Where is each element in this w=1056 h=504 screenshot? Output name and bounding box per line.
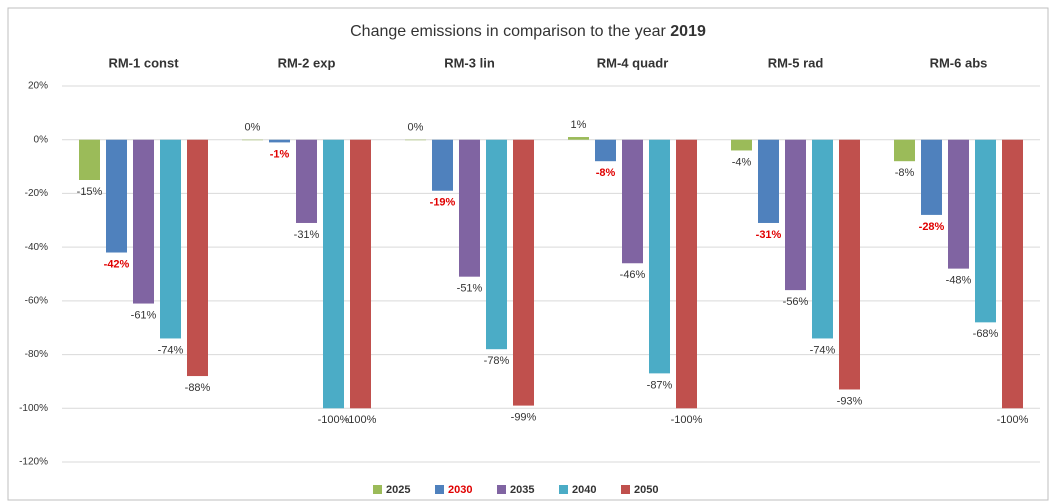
y-tick-label: 20% [28,81,48,92]
bar [812,139,833,339]
value-label: -1% [270,148,290,160]
legend-label: 2030 [448,484,472,496]
bar [513,139,534,406]
value-label: -68% [973,328,999,340]
value-label: -28% [919,221,945,233]
bar [568,137,589,140]
value-label: -61% [131,309,157,321]
legend-swatch [621,485,630,494]
value-label: -99% [511,412,537,424]
legend-label: 2025 [386,484,410,496]
title-text: Change emissions in comparison to the ye… [350,23,666,40]
value-label: -88% [185,382,211,394]
value-label: -48% [946,275,972,287]
legend-label: 2035 [510,484,534,496]
bar [622,139,643,264]
value-label: -78% [484,355,510,367]
bar [1002,139,1023,409]
bar [350,139,371,409]
value-label: -42% [104,258,130,270]
bar [948,139,969,269]
bar [106,139,127,253]
bar [785,139,806,291]
y-tick-label: -40% [25,242,48,253]
legend-label: 2050 [634,484,658,496]
value-label: -8% [895,167,915,179]
value-label: -46% [620,269,646,281]
legend-swatch [559,485,568,494]
category-label: RM-1 const [108,55,179,70]
value-label: -93% [837,395,863,407]
value-label: -87% [647,379,673,391]
bar [323,139,344,409]
title-emphasis: 2019 [670,23,706,40]
value-label: -15% [77,186,103,198]
value-label: 0% [245,122,261,134]
value-label: -74% [810,344,836,356]
value-label: -100% [318,414,350,426]
value-label: 1% [571,119,587,131]
value-label: -19% [430,197,456,209]
chart-title: Change emissions in comparison to the ye… [350,23,706,40]
value-label: 0% [408,122,424,134]
value-label: -31% [294,229,320,241]
bar [296,139,317,223]
legend-swatch [497,485,506,494]
bar [894,139,915,162]
bar [432,139,453,191]
y-tick-label: -100% [19,403,48,414]
bar [676,139,697,409]
category-label: RM-3 lin [444,55,495,70]
value-label: -31% [756,229,782,241]
bar [731,139,752,151]
bar [133,139,154,304]
y-tick-label: -80% [25,349,48,360]
bar [79,139,100,180]
value-label: -8% [596,167,616,179]
category-label: RM-4 quadr [597,55,669,70]
y-tick-label: 0% [34,134,49,145]
bar [459,139,480,277]
bar [269,139,290,143]
y-tick-label: -120% [19,457,48,468]
category-label: RM-5 rad [768,55,824,70]
bar [486,139,507,350]
value-label: -100% [671,414,703,426]
legend-label: 2040 [572,484,596,496]
value-label: -100% [345,414,377,426]
bar [187,139,208,377]
bar [975,139,996,323]
bar [921,139,942,215]
value-label: -100% [997,414,1029,426]
y-tick-label: -60% [25,295,48,306]
bar [160,139,181,339]
value-label: -4% [732,156,752,168]
bar [595,139,616,162]
category-label: RM-6 abs [930,55,988,70]
category-label: RM-2 exp [278,55,336,70]
bar [405,139,426,141]
value-label: -56% [783,296,809,308]
y-tick-label: -20% [25,188,48,199]
value-label: -51% [457,283,483,295]
bar [649,139,670,374]
bar [839,139,860,390]
bar [242,139,263,141]
bar [758,139,779,223]
legend-swatch [373,485,382,494]
legend-swatch [435,485,444,494]
value-label: -74% [158,344,184,356]
